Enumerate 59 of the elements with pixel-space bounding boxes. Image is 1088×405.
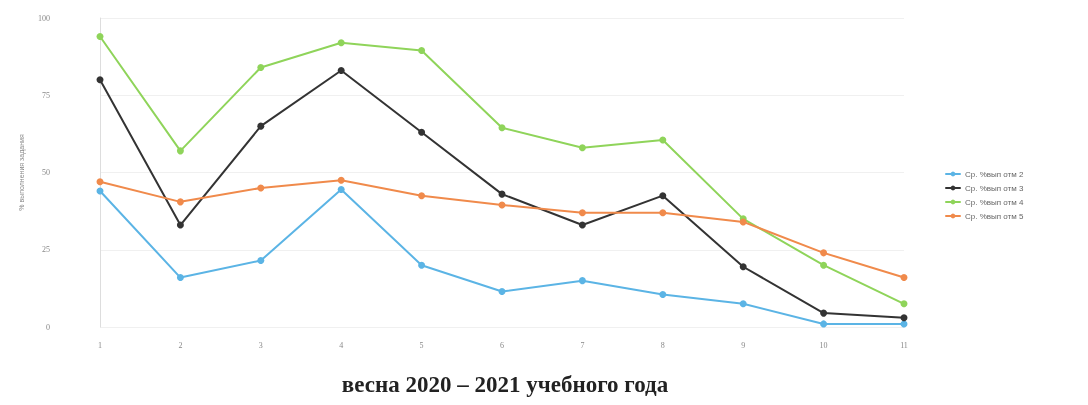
point bbox=[337, 186, 345, 193]
point bbox=[418, 261, 426, 269]
point bbox=[900, 300, 908, 308]
point bbox=[578, 144, 586, 152]
point bbox=[418, 46, 426, 54]
point bbox=[337, 176, 345, 184]
point bbox=[176, 198, 184, 206]
x-tick-label: 10 bbox=[819, 340, 828, 350]
point bbox=[820, 261, 828, 269]
x-tick-label: 3 bbox=[258, 340, 263, 350]
point bbox=[820, 249, 828, 257]
point bbox=[257, 63, 265, 71]
legend-label: Ср. %вып отм 5 bbox=[965, 211, 1024, 221]
point bbox=[498, 124, 506, 132]
point bbox=[900, 274, 908, 282]
x-tick-label: 8 bbox=[660, 340, 665, 350]
point bbox=[418, 192, 426, 200]
point bbox=[659, 192, 667, 200]
legend-label: Ср. %вып отм 4 bbox=[965, 197, 1024, 207]
legend-label: Ср. %вып отм 2 bbox=[965, 169, 1024, 179]
y-tick-label: 50 bbox=[42, 168, 50, 177]
point bbox=[578, 209, 586, 217]
point bbox=[498, 287, 506, 295]
point bbox=[176, 274, 184, 282]
y-tick-label: 75 bbox=[42, 90, 50, 100]
point bbox=[739, 263, 747, 271]
point bbox=[257, 257, 265, 265]
point bbox=[176, 147, 184, 155]
x-tick-label: 1 bbox=[98, 340, 102, 350]
y-tick-label: 100 bbox=[38, 13, 50, 23]
point bbox=[96, 178, 104, 186]
x-tick-label: 6 bbox=[500, 340, 504, 350]
y-tick-label: 25 bbox=[42, 245, 50, 255]
point bbox=[176, 221, 184, 229]
point bbox=[96, 76, 104, 84]
point bbox=[820, 309, 828, 317]
point bbox=[337, 39, 345, 47]
y-tick-label: 0 bbox=[46, 322, 50, 332]
point bbox=[659, 209, 667, 217]
point bbox=[418, 128, 426, 136]
x-tick-label: 5 bbox=[419, 340, 424, 350]
x-tick-label: 11 bbox=[900, 340, 908, 350]
point bbox=[578, 277, 586, 285]
x-tick-label: 2 bbox=[178, 340, 183, 350]
point bbox=[257, 184, 265, 192]
point bbox=[659, 136, 667, 144]
point bbox=[820, 320, 828, 328]
point bbox=[578, 221, 586, 229]
x-tick-label: 4 bbox=[339, 340, 344, 350]
x-tick-label: 9 bbox=[741, 340, 746, 350]
point bbox=[337, 67, 345, 75]
x-tick-label: 7 bbox=[580, 340, 585, 350]
point bbox=[739, 300, 747, 308]
point bbox=[257, 122, 265, 130]
text: весна 2020 – 2021 учебного года bbox=[341, 372, 669, 397]
point bbox=[96, 33, 104, 41]
point bbox=[659, 291, 667, 299]
point bbox=[900, 314, 908, 322]
legend-label: Ср. %вып отм 3 bbox=[965, 183, 1024, 193]
